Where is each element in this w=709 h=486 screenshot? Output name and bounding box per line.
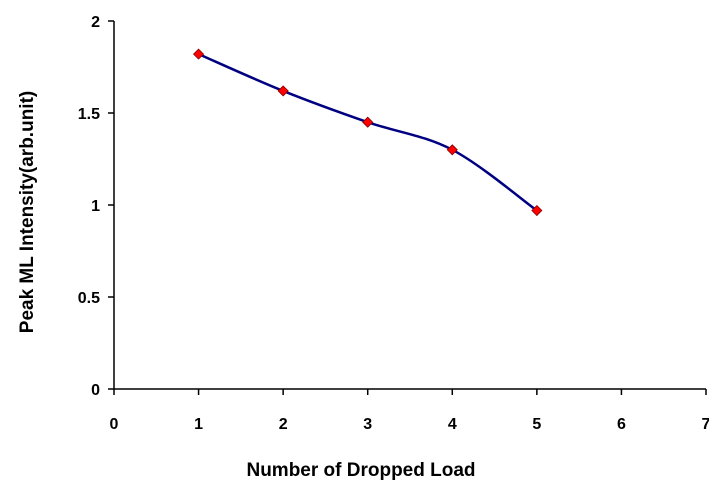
data-point xyxy=(446,144,458,156)
x-tick-label: 1 xyxy=(194,416,203,433)
y-tick-label: 1 xyxy=(91,198,100,215)
y-ticks: 0 0.5 1 1.5 2 xyxy=(78,14,114,399)
y-tick-label: 0.5 xyxy=(78,290,100,307)
x-ticks: 0 1 2 3 4 5 6 7 xyxy=(110,389,709,433)
axes xyxy=(113,21,706,390)
x-tick-label: 4 xyxy=(448,416,457,433)
x-tick-label: 3 xyxy=(363,416,372,433)
x-axis-title: Number of Dropped Load xyxy=(246,460,475,481)
x-tick-label: 6 xyxy=(617,416,626,433)
data-point xyxy=(531,204,543,217)
series-line xyxy=(198,52,538,212)
y-tick-label: 0 xyxy=(91,382,100,399)
x-tick-label: 7 xyxy=(702,416,709,433)
x-tick-label: 0 xyxy=(110,416,119,433)
y-axis-title: Peak ML Intensity(arb.unit) xyxy=(17,91,38,333)
y-tick-label: 1.5 xyxy=(78,106,100,123)
data-point xyxy=(362,116,374,128)
data-point xyxy=(193,48,205,60)
x-tick-label: 2 xyxy=(279,416,288,433)
y-tick-label: 2 xyxy=(91,14,100,31)
x-tick-label: 5 xyxy=(532,416,541,433)
data-point xyxy=(277,85,289,97)
series-group xyxy=(193,48,543,217)
